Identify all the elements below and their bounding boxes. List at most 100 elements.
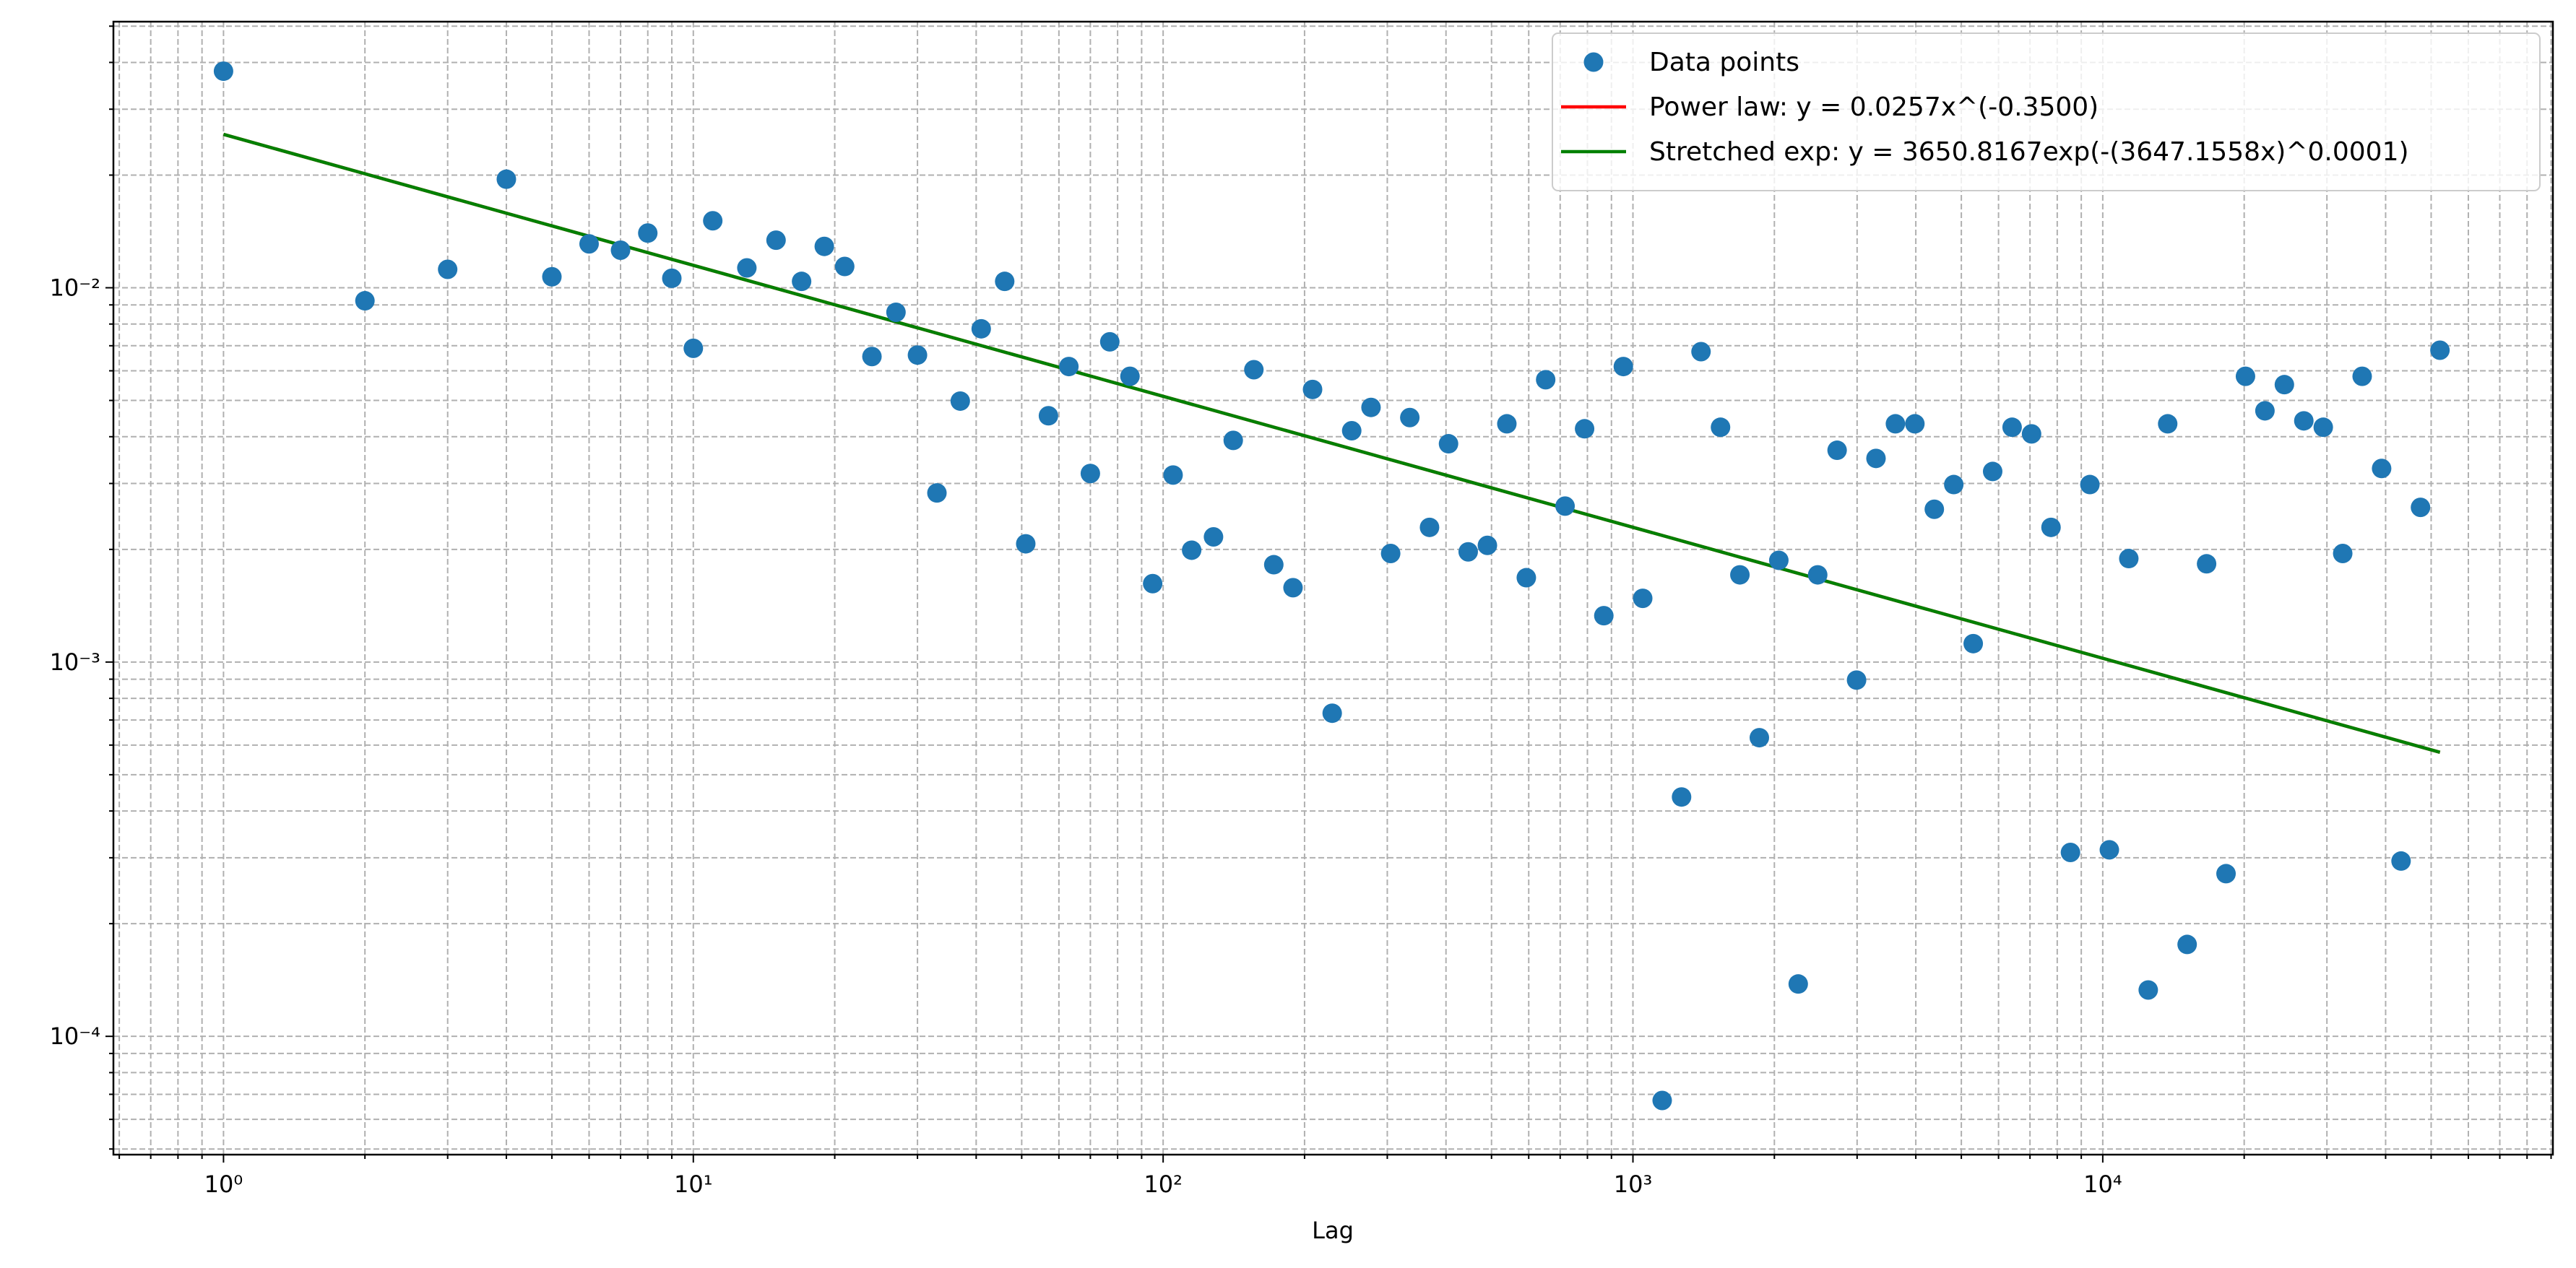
- data-point: [1477, 535, 1497, 555]
- data-point: [1163, 465, 1183, 485]
- data-point: [1182, 540, 1202, 560]
- data-point: [995, 272, 1015, 292]
- data-point: [2352, 366, 2372, 386]
- data-point: [438, 259, 458, 279]
- data-point: [2430, 340, 2450, 360]
- data-point: [579, 234, 599, 254]
- data-point: [1120, 366, 1140, 386]
- data-point: [1302, 379, 1323, 399]
- data-point: [2060, 842, 2080, 862]
- data-point: [1080, 464, 1100, 484]
- x-tick-label: 10¹: [674, 1171, 713, 1198]
- data-point: [2138, 980, 2158, 1000]
- data-point: [886, 302, 906, 322]
- data-point: [1380, 544, 1401, 564]
- data-point: [1322, 703, 1342, 724]
- data-point: [2158, 414, 2178, 434]
- data-point: [2333, 544, 2353, 564]
- data-point: [1038, 406, 1058, 426]
- data-point: [1536, 370, 1556, 390]
- data-point: [2216, 864, 2236, 884]
- legend-label: Data points: [1649, 48, 1799, 77]
- data-point: [1059, 357, 1079, 377]
- data-point: [766, 230, 786, 251]
- data-point: [1711, 417, 1731, 438]
- data-point: [2255, 401, 2275, 421]
- data-point: [1613, 357, 1633, 377]
- data-point: [1768, 550, 1789, 570]
- data-point: [1263, 555, 1284, 575]
- legend-frame: [1552, 32, 2541, 191]
- legend: Data points Power law: y = 0.0257x^(-0.35…: [1552, 32, 2541, 191]
- data-point: [2021, 424, 2041, 444]
- data-point: [1438, 434, 1458, 454]
- data-point: [927, 483, 947, 503]
- data-point: [814, 236, 834, 256]
- data-point: [1099, 331, 1120, 352]
- y-tick-label: 10⁻³: [50, 648, 100, 676]
- data-point: [1419, 517, 1440, 537]
- data-point: [610, 240, 631, 260]
- data-point: [1905, 414, 1925, 434]
- data-point: [1672, 787, 1692, 807]
- data-point: [2294, 411, 2314, 431]
- data-point: [1516, 568, 1536, 588]
- data-point: [1963, 633, 1984, 653]
- data-point: [355, 291, 375, 311]
- data-point: [1223, 430, 1243, 451]
- data-point: [2080, 474, 2100, 495]
- data-point: [2177, 934, 2197, 955]
- x-tick-label: 10⁰: [204, 1171, 243, 1198]
- data-point: [1788, 974, 1808, 994]
- data-point: [1807, 565, 1828, 585]
- legend-label: Stretched exp: y = 3650.8167exp(-(3647.1…: [1649, 137, 2409, 167]
- legend-label: Power law: y = 0.0257x^(-0.3500): [1649, 92, 2099, 122]
- data-point: [2274, 375, 2294, 395]
- data-point: [1885, 414, 1906, 434]
- x-tick-label: 10⁴: [2083, 1171, 2122, 1198]
- ticks: 10⁰ 10¹ 10² 10³ 10⁴ 10⁻⁴ 10⁻³ 10⁻²: [50, 25, 2552, 1198]
- data-point: [2391, 851, 2411, 871]
- plot-area: [213, 61, 2450, 1111]
- data-point: [1016, 534, 1036, 554]
- data-point: [737, 258, 757, 278]
- data-point: [950, 391, 970, 411]
- data-point: [662, 268, 682, 288]
- x-tick-label: 10²: [1144, 1171, 1183, 1198]
- data-point: [2002, 417, 2022, 438]
- data-point: [1575, 419, 1595, 439]
- data-point: [1730, 565, 1750, 585]
- data-point: [2119, 549, 2139, 569]
- data-point: [1143, 573, 1163, 594]
- data-point: [1982, 461, 2002, 482]
- x-tick-label: 10³: [1614, 1171, 1653, 1198]
- y-tick-label: 10⁻²: [50, 274, 100, 302]
- data-point: [2099, 840, 2119, 860]
- data-point: [792, 272, 812, 292]
- data-point: [834, 256, 855, 277]
- data-point: [1866, 448, 1886, 469]
- data-point: [1691, 342, 1711, 362]
- data-point: [2411, 498, 2431, 518]
- data-point: [862, 347, 882, 367]
- data-point: [2313, 417, 2333, 438]
- data-point: [1749, 728, 1769, 748]
- data-point: [1555, 496, 1576, 516]
- data-point: [683, 338, 704, 358]
- data-point: [1203, 526, 1224, 547]
- data-point: [1244, 360, 1264, 380]
- data-point: [1594, 606, 1614, 626]
- data-point: [638, 223, 658, 243]
- data-point: [1924, 499, 1945, 519]
- data-point: [907, 345, 928, 365]
- data-point: [1497, 414, 1517, 434]
- data-point: [1283, 578, 1303, 598]
- grid: [113, 22, 2553, 1155]
- data-point: [542, 266, 562, 287]
- data-point: [1944, 474, 1964, 495]
- data-point: [2197, 554, 2217, 574]
- data-point: [703, 211, 723, 231]
- x-axis-label: Lag: [1312, 1217, 1354, 1244]
- data-point: [1633, 589, 1653, 609]
